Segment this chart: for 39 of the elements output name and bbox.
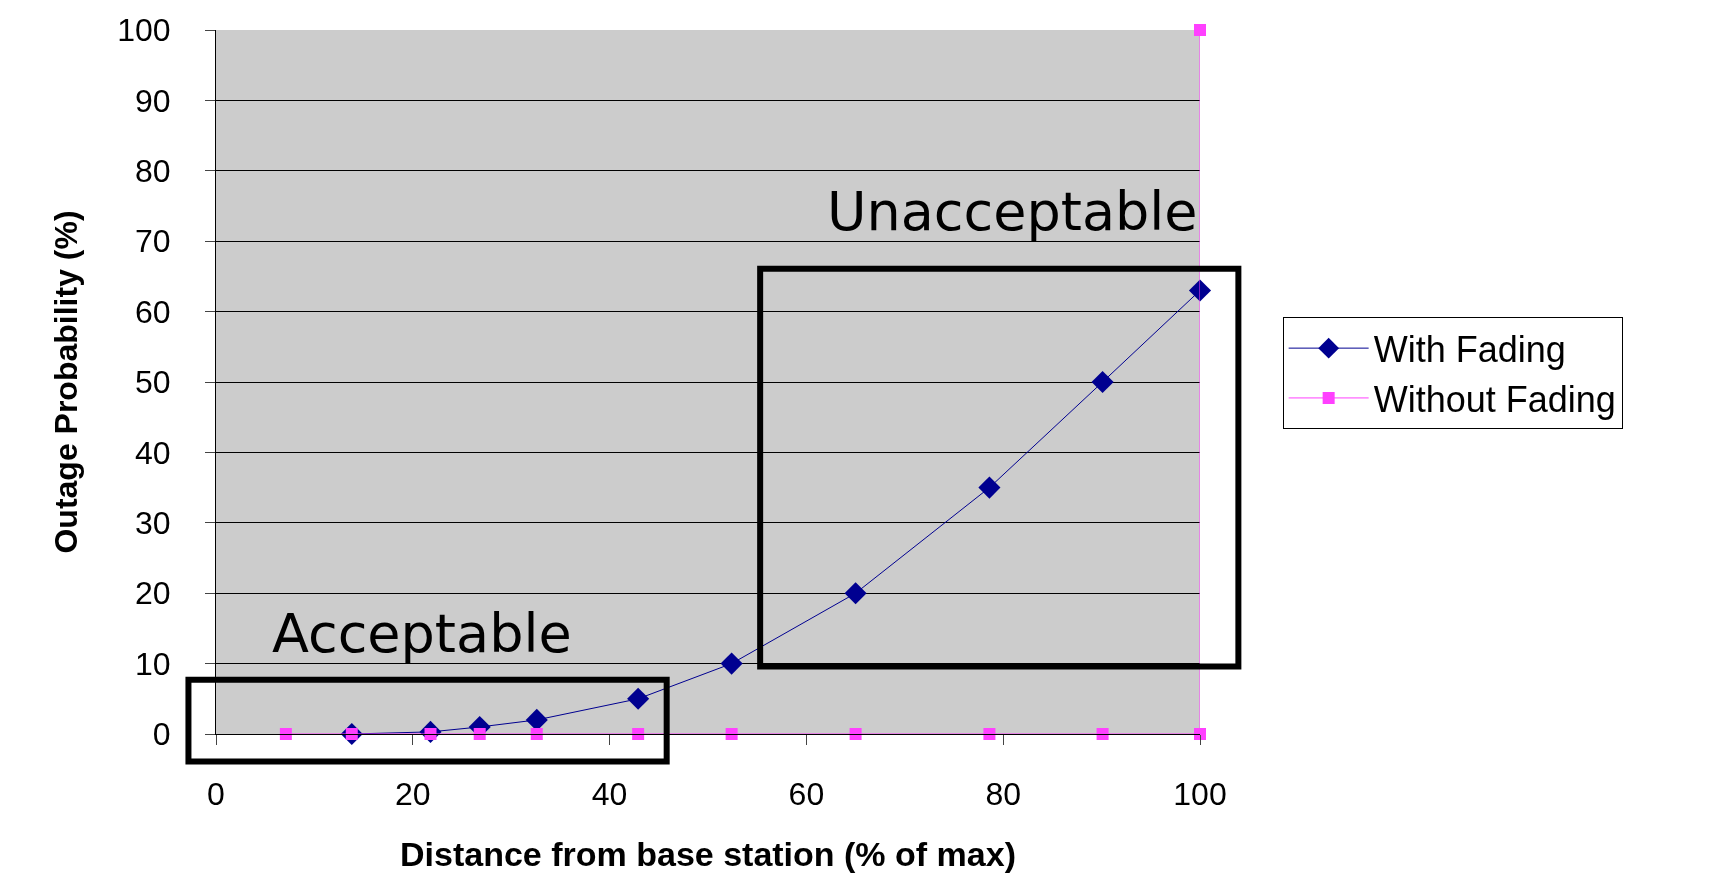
- x-tick-label: 60: [788, 776, 825, 813]
- point: [1188, 279, 1212, 302]
- point: [720, 652, 743, 675]
- point: [627, 687, 650, 710]
- x-tick-label: 80: [985, 776, 1021, 813]
- point: [844, 582, 867, 605]
- point: [632, 728, 645, 740]
- y-tick-label: 100: [117, 12, 171, 49]
- y-axis-title: Outage Probability (%): [47, 210, 84, 554]
- y-tick-label: 60: [135, 293, 171, 330]
- y-tick-label: 90: [135, 82, 171, 119]
- point: [849, 728, 862, 740]
- y-tick-label: 40: [135, 434, 171, 471]
- point: [978, 476, 1001, 499]
- y-tick-label: 50: [135, 364, 171, 401]
- y-tick-label: 10: [135, 645, 171, 682]
- point: [725, 728, 738, 740]
- point: [473, 728, 486, 740]
- point: [279, 728, 292, 740]
- point: [1096, 728, 1109, 740]
- point: [530, 728, 543, 740]
- point: [983, 728, 996, 740]
- x-axis-title: Distance from base station (% of max): [400, 834, 1016, 873]
- annotation: Acceptable: [272, 602, 572, 665]
- y-tick-label: 70: [135, 223, 171, 260]
- point: [1091, 370, 1114, 394]
- y-tick-label: 20: [135, 575, 171, 612]
- y-tick-label: 30: [135, 505, 171, 541]
- x-tick-label: 0: [207, 776, 225, 813]
- point: [525, 708, 548, 731]
- legend-label: Without Fading: [1373, 378, 1616, 420]
- x-tick-label: 40: [591, 776, 628, 813]
- point: [1194, 24, 1206, 36]
- x-tick-label: 20: [395, 776, 431, 813]
- y-tick-label: 80: [135, 153, 171, 189]
- legend-label: With Fading: [1373, 329, 1566, 371]
- annotation: Unacceptable: [827, 180, 1198, 243]
- y-tick-label: 0: [152, 716, 171, 753]
- x-tick-label: 100: [1173, 776, 1227, 813]
